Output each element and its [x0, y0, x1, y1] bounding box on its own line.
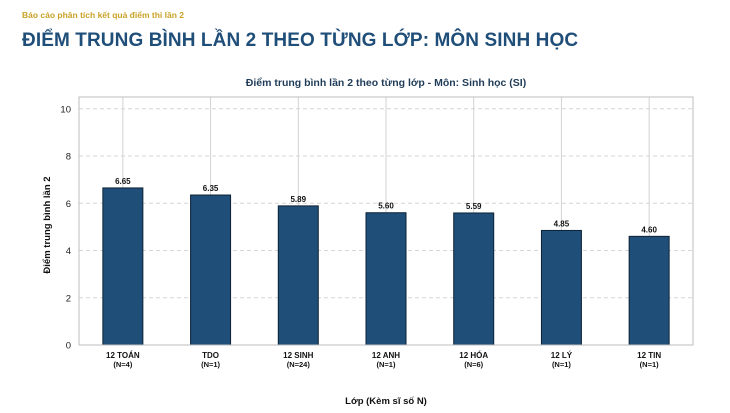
chart-title: Điểm trung bình lần 2 theo từng lớp - Mô… [246, 77, 526, 89]
bar-value-label: 5.59 [466, 202, 482, 211]
y-tick-label: 2 [66, 293, 71, 304]
x-tick-label: TDO [202, 351, 219, 360]
bar [540, 229, 582, 346]
x-tick-sublabel: (N=6) [464, 360, 483, 369]
bar-value-label: 5.60 [378, 202, 394, 211]
bar-value-label: 4.60 [641, 225, 657, 234]
bar-value-label: 6.35 [203, 184, 219, 193]
page-title: ĐIỂM TRUNG BÌNH LẦN 2 THEO TỪNG LỚP: MÔN… [22, 30, 579, 51]
x-axis-label: Lớp (Kèm sĩ số N) [345, 396, 427, 407]
x-tick-sublabel: (N=1) [201, 360, 220, 369]
y-axis-label: Điểm trung bình lần 2 [42, 176, 53, 273]
y-tick-label: 4 [66, 246, 71, 257]
x-tick-sublabel: (N=1) [552, 360, 571, 369]
bar [628, 235, 670, 346]
x-tick-sublabel: (N=4) [113, 360, 132, 369]
bar [190, 194, 232, 346]
bar [102, 187, 144, 346]
bar [453, 212, 495, 346]
y-tick-label: 10 [60, 104, 71, 115]
x-tick-sublabel: (N=1) [377, 360, 396, 369]
x-tick-label: 12 TIN [637, 351, 661, 360]
bar-value-label: 4.85 [554, 219, 570, 228]
y-tick-label: 6 [66, 199, 71, 210]
x-tick-label: 12 HÓA [459, 351, 488, 360]
x-tick-label: 12 SINH [283, 351, 313, 360]
x-tick-label: 12 LÝ [551, 351, 573, 360]
x-tick-label: 12 ANH [372, 351, 400, 360]
bar [277, 205, 319, 346]
x-tick-sublabel: (N=1) [640, 360, 659, 369]
report-kicker: Báo cáo phân tích kết quả điểm thi lần 2 [22, 10, 185, 20]
bar-value-label: 5.89 [290, 195, 306, 204]
y-tick-label: 8 [66, 152, 71, 163]
x-tick-sublabel: (N=24) [287, 360, 311, 369]
bar [365, 212, 407, 346]
bar-value-label: 6.65 [115, 177, 131, 186]
plot-frame [78, 96, 694, 346]
y-tick-label: 0 [66, 341, 71, 352]
x-tick-label: 12 TOÁN [106, 351, 140, 360]
